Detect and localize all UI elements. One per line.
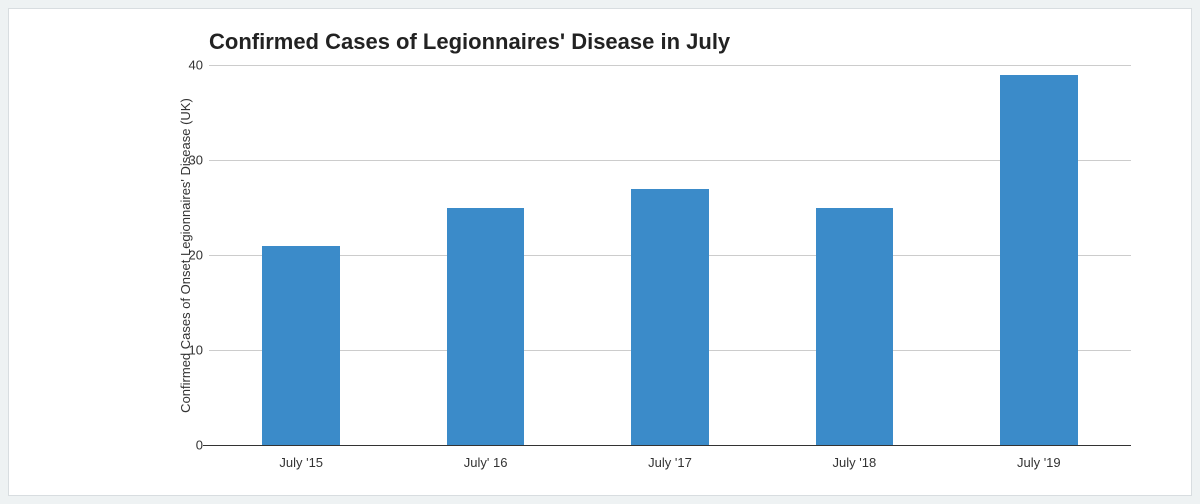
bar — [631, 189, 708, 446]
x-tick-label: July '18 — [833, 455, 877, 470]
chart-title: Confirmed Cases of Legionnaires' Disease… — [209, 29, 1151, 55]
x-tick-label: July '17 — [648, 455, 692, 470]
y-tick-label: 10 — [175, 343, 203, 358]
y-tick-label: 20 — [175, 248, 203, 263]
bar — [816, 208, 893, 446]
plot-area: 010203040July '15July' 16July '17July '1… — [209, 65, 1131, 445]
y-tick-label: 30 — [175, 153, 203, 168]
page-background: Confirmed Cases of Legionnaires' Disease… — [0, 0, 1200, 504]
x-tick-label: July' 16 — [464, 455, 508, 470]
chart-panel: Confirmed Cases of Legionnaires' Disease… — [8, 8, 1192, 496]
y-tick-label: 0 — [175, 438, 203, 453]
gridline — [209, 65, 1131, 66]
x-tick-label: July '19 — [1017, 455, 1061, 470]
bar — [262, 246, 339, 446]
y-tick-label: 40 — [175, 58, 203, 73]
bar — [1000, 75, 1077, 446]
gridline — [209, 160, 1131, 161]
x-axis-line — [203, 445, 1131, 446]
bar — [447, 208, 524, 446]
x-tick-label: July '15 — [279, 455, 323, 470]
